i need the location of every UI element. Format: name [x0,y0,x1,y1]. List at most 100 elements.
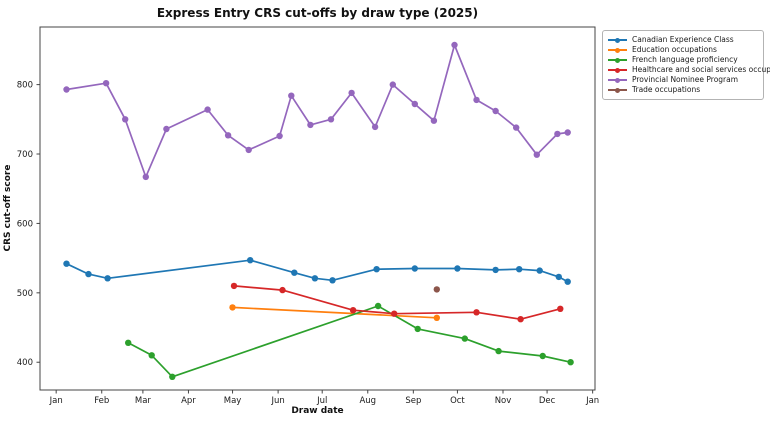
data-point [461,335,468,342]
data-point [564,278,571,285]
x-tick-label: May [224,396,242,406]
data-point [516,266,523,273]
data-point [473,309,480,316]
data-point [349,307,357,314]
data-point [564,129,571,136]
data-point [433,314,440,321]
legend-label: Provincial Nominee Program [632,75,739,84]
data-point [567,359,574,366]
data-point [169,373,176,380]
data-point [204,106,211,113]
data-point [513,124,520,131]
x-tick-label: Feb [94,396,109,406]
data-point [371,123,379,131]
data-point [148,352,155,359]
data-point [307,121,314,129]
legend-entry-trade-occupations: Trade occupations [608,85,758,95]
legend-marker-icon [608,76,627,84]
data-point [122,116,129,123]
legend-marker-icon [608,36,627,44]
data-point [247,257,254,264]
x-tick-label: Jun [270,396,284,406]
legend-entry-provincial-nominee-program: Provincial Nominee Program [608,75,758,85]
series-canadian-experience-class [63,257,571,285]
data-point [276,132,283,140]
data-point [414,325,421,333]
data-point [517,316,524,323]
legend-entry-education-occupations: Education occupations [608,45,758,55]
data-point [63,86,70,93]
series-french-language-proficiency [125,302,574,380]
legend-label: Trade occupations [632,85,701,94]
data-point [555,273,562,281]
data-point [125,339,132,346]
data-point [373,266,380,273]
data-point [142,173,149,181]
x-tick-label: Nov [495,396,512,406]
y-tick-label: 400 [17,358,33,368]
x-tick-label: Sep [405,396,421,406]
data-point [85,270,92,278]
series-healthcare-and-social-services-occupations [230,282,564,323]
data-point [291,269,298,276]
data-point [536,267,543,274]
series-education-occupations [229,304,440,321]
legend-label: Canadian Experience Class [632,35,734,44]
data-point [245,146,252,154]
plot-frame [39,26,596,391]
data-point [327,116,335,123]
x-tick-label: Dec [539,396,556,406]
series-provincial-nominee-program [63,41,571,181]
data-point [433,286,440,293]
legend-marker-icon [608,46,627,54]
legend-marker-icon [608,66,627,74]
y-axis-ticks: 400 500 600 700 800 [17,81,40,368]
data-point [454,265,461,272]
x-tick-label: Jul [316,396,327,406]
x-tick-label: Mar [135,396,152,406]
y-tick-label: 700 [17,150,33,160]
data-point [430,117,438,124]
chart-title: Express Entry CRS cut-offs by draw type … [156,6,479,20]
legend-marker-icon [608,56,627,64]
data-point [63,260,70,267]
data-point [492,107,499,115]
legend-entry-canadian-experience-class: Canadian Experience Class [608,35,758,45]
data-point [492,266,499,274]
data-point [279,286,286,294]
data-point [311,275,319,282]
data-point [348,89,355,97]
x-tick-label: Oct [450,396,465,406]
data-point [473,96,480,104]
x-axis-label: Draw date [291,406,344,416]
legend-label: Education occupations [632,45,717,54]
legend-marker-icon [608,86,627,94]
data-point [102,80,110,87]
y-tick-label: 500 [17,289,33,299]
data-point [411,265,418,272]
data-point [389,81,396,88]
x-tick-label: Jan [585,396,599,406]
legend: Canadian Experience Class Education occup… [602,30,770,100]
data-point [451,41,458,49]
data-point [539,352,546,360]
y-tick-label: 600 [17,219,33,229]
data-point [229,304,236,311]
data-point [288,92,295,99]
data-point [224,132,232,139]
data-point [411,100,418,108]
data-point [495,347,502,355]
data-point [374,302,382,310]
data-point [391,310,398,317]
x-axis-ticks: Jan Feb Mar Apr May Jun Jul Aug Sep Oct Nov Dec Jan [49,390,599,406]
x-tick-label: Aug [359,396,376,406]
data-point [533,151,540,158]
data-point [230,282,238,290]
data-point [557,305,564,312]
y-tick-label: 800 [17,81,33,91]
x-tick-label: Jan [49,396,63,406]
data-point [329,277,336,284]
x-tick-label: Apr [181,396,196,406]
